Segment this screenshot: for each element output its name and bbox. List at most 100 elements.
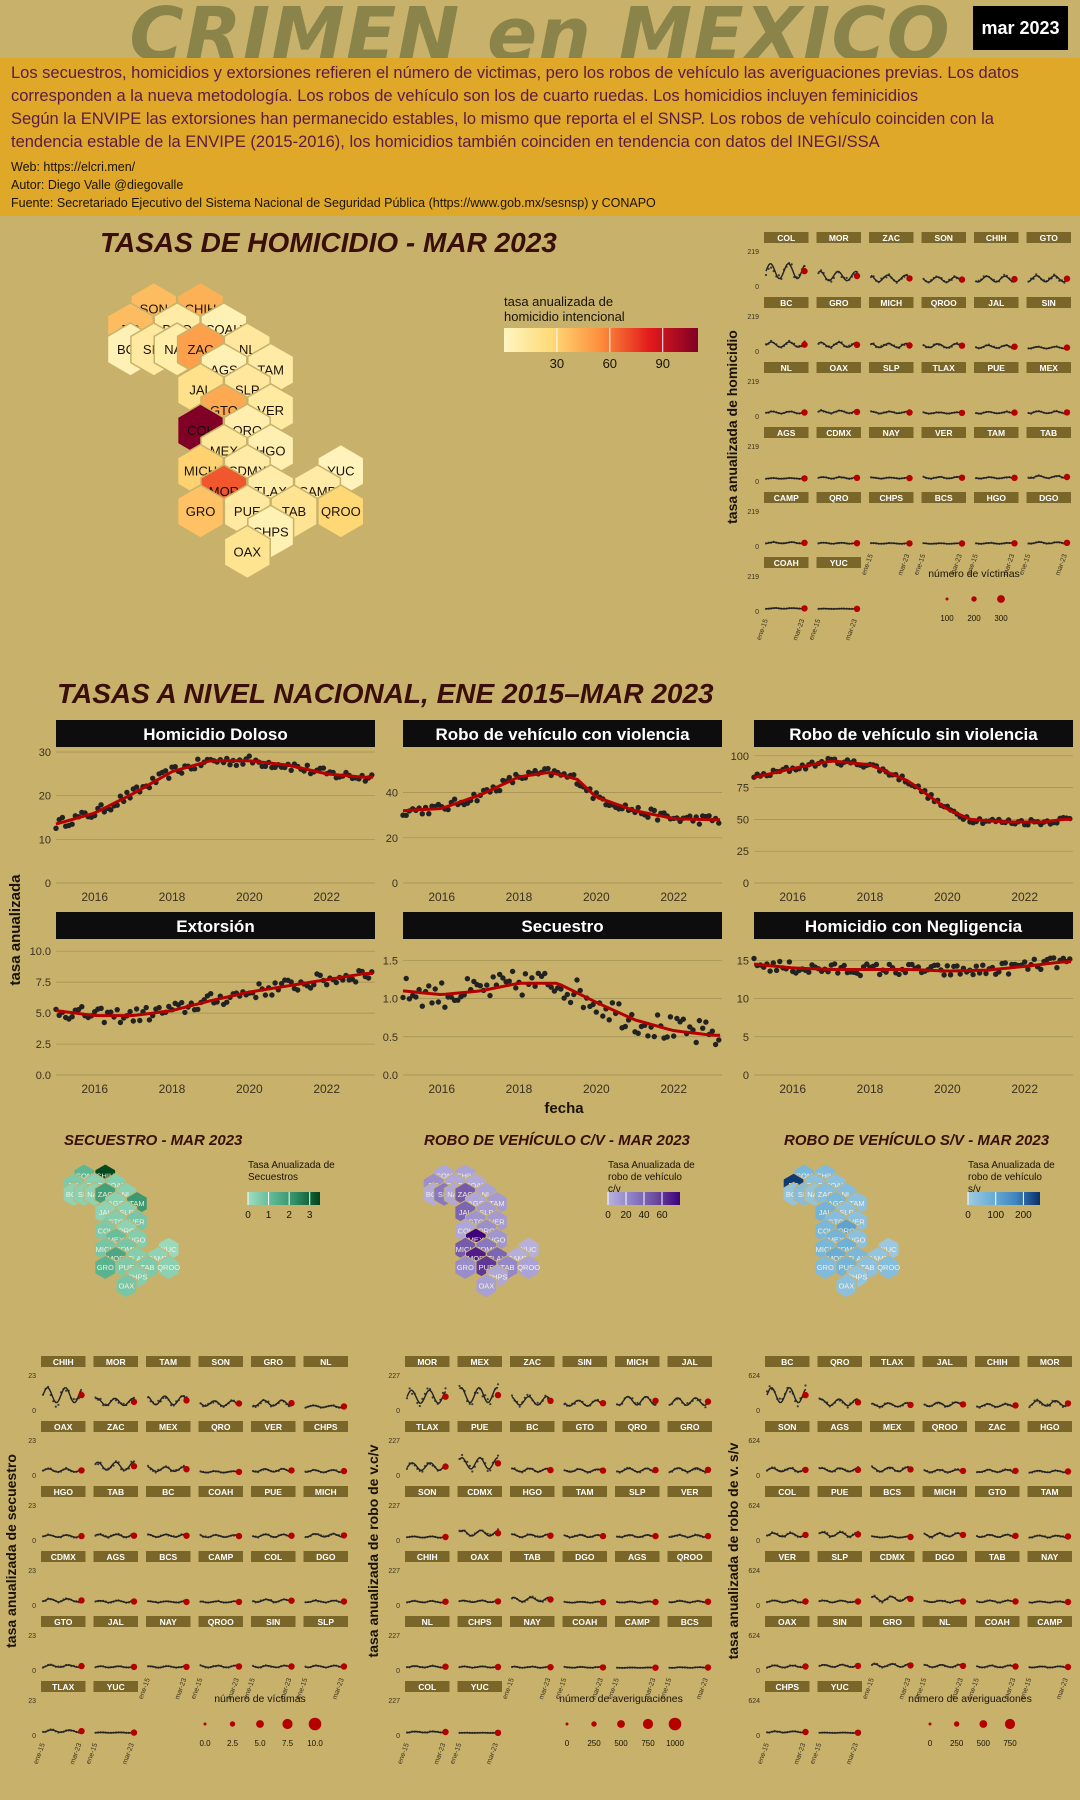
data-point	[529, 975, 535, 981]
facet-strip	[817, 1616, 862, 1627]
facet-y-tick: 624	[748, 1633, 760, 1640]
facet-ylabel: tasa anualizada de robo de v. s/v	[725, 1442, 741, 1659]
hex-label: CHPS	[487, 1272, 508, 1281]
facet-last-point	[1063, 539, 1071, 546]
data-point	[773, 967, 780, 974]
facet-panel: HGO 23 0	[28, 1486, 86, 1545]
facet-last-point	[288, 1532, 295, 1539]
facet-point	[770, 266, 773, 269]
facet-label: HGO	[1040, 1422, 1060, 1432]
facet-line	[511, 1666, 551, 1669]
data-point	[700, 1025, 706, 1031]
facet-panel: HGO	[510, 1486, 555, 1539]
facet-line	[42, 1729, 82, 1733]
facet-label: CAMP	[625, 1617, 650, 1627]
facet-line	[564, 1399, 604, 1407]
facet-point	[461, 1453, 464, 1457]
secuestro-hexmap: SECUESTRO - MAR 2023SONCHIHBCDGOCOAHBCSS…	[62, 1132, 335, 1299]
facet-strip	[816, 492, 861, 503]
facet-line	[669, 1467, 709, 1473]
data-point	[143, 1004, 149, 1011]
x-tick-label: 2022	[313, 1082, 340, 1096]
facet-strip	[921, 362, 966, 373]
facet-strip	[405, 1616, 450, 1627]
facet-line	[564, 1534, 604, 1538]
facet-line	[765, 607, 805, 610]
size-legend-label: 200	[967, 614, 981, 623]
facet-label: GRO	[264, 1357, 284, 1367]
y-tick-label: 1.0	[383, 994, 398, 1006]
facet-y-tick: 23	[28, 1698, 36, 1705]
facet-panel: MICH	[303, 1486, 348, 1539]
facet-label: CDMX	[51, 1552, 76, 1562]
facet-point	[486, 1469, 489, 1472]
facet-panel: COL 227 0 ene-15 mar-23	[388, 1681, 450, 1766]
facet-x-tick: mar-23	[122, 1742, 136, 1765]
trend-panel: Homicidio con Negligencia 0 5 10 15 2016 2018 2…	[737, 912, 1073, 1096]
data-point	[413, 994, 419, 1000]
facet-strip	[764, 427, 809, 438]
facet-panel: CAMP 219 0	[747, 492, 809, 551]
facet-last-point	[802, 1391, 809, 1399]
data-point	[767, 968, 773, 974]
web-link[interactable]: Web: https://elcri.men/	[11, 160, 136, 174]
facet-strip	[667, 1616, 712, 1627]
secuestro-small-multiples: tasa anualizada de secuestro CHIH 23 0 MOR TA…	[3, 1356, 348, 1766]
facet-y-tick: 0	[32, 1473, 36, 1480]
facet-line	[1029, 1534, 1069, 1538]
data-point	[909, 961, 915, 968]
facet-last-point	[1011, 540, 1018, 547]
data-point	[1060, 955, 1067, 961]
facet-strip	[562, 1486, 607, 1497]
facet-line	[766, 1730, 806, 1734]
facet-line	[976, 1599, 1016, 1603]
facet-y-tick: 227	[388, 1698, 400, 1705]
data-point	[108, 1009, 114, 1015]
data-point	[439, 980, 445, 986]
facet-strip	[1027, 1616, 1072, 1627]
facet-label: GRO	[829, 298, 849, 308]
facet-last-point	[288, 1597, 295, 1604]
hex-label: CHIH	[816, 1172, 834, 1181]
facet-panel: TLAX	[921, 362, 966, 417]
data-point	[1025, 966, 1031, 972]
facet-y-tick: 219	[747, 509, 759, 516]
facet-x-tick: ene-15	[913, 553, 927, 576]
size-legend-label: 5.0	[254, 1739, 266, 1748]
facet-label: BC	[526, 1422, 538, 1432]
facet-line	[616, 1600, 656, 1604]
facet-panel: BC 219 0	[747, 297, 809, 356]
data-point	[497, 787, 503, 794]
panel-header	[403, 912, 722, 939]
facet-last-point	[801, 409, 808, 416]
facet-panel: QRO	[615, 1421, 660, 1474]
facet-line	[669, 1397, 709, 1407]
facet-strip	[93, 1486, 138, 1497]
facet-last-point	[652, 1466, 659, 1474]
data-point	[162, 768, 169, 774]
data-point	[224, 999, 230, 1005]
facet-label: GTO	[988, 1487, 1007, 1497]
data-point	[474, 798, 480, 804]
panel-title: Robo de vehículo sin violencia	[789, 725, 1038, 744]
hex-label: CDMX	[475, 1245, 497, 1254]
facet-line	[95, 1533, 135, 1538]
data-point	[667, 1014, 674, 1020]
facet-last-point	[906, 275, 913, 282]
hex-label: VER	[129, 1217, 145, 1226]
legend-tick-label: 200	[1015, 1210, 1032, 1221]
facet-line	[95, 1599, 135, 1604]
facet-panel: GTO	[562, 1421, 607, 1474]
facet-point	[471, 1403, 474, 1406]
facet-strip	[975, 1551, 1020, 1562]
size-legend-label: 10.0	[307, 1739, 323, 1748]
facet-line	[1028, 475, 1068, 479]
facet-line	[511, 1395, 552, 1406]
facet-panel: CHIH 227 0	[388, 1551, 450, 1610]
facet-line	[871, 410, 910, 415]
facet-label: ZAC	[524, 1357, 541, 1367]
facet-label: QRO	[628, 1422, 648, 1432]
facet-x-tick: mar-23	[538, 1677, 552, 1700]
hex-label: GTO	[828, 1217, 844, 1226]
data-point	[561, 995, 567, 1001]
